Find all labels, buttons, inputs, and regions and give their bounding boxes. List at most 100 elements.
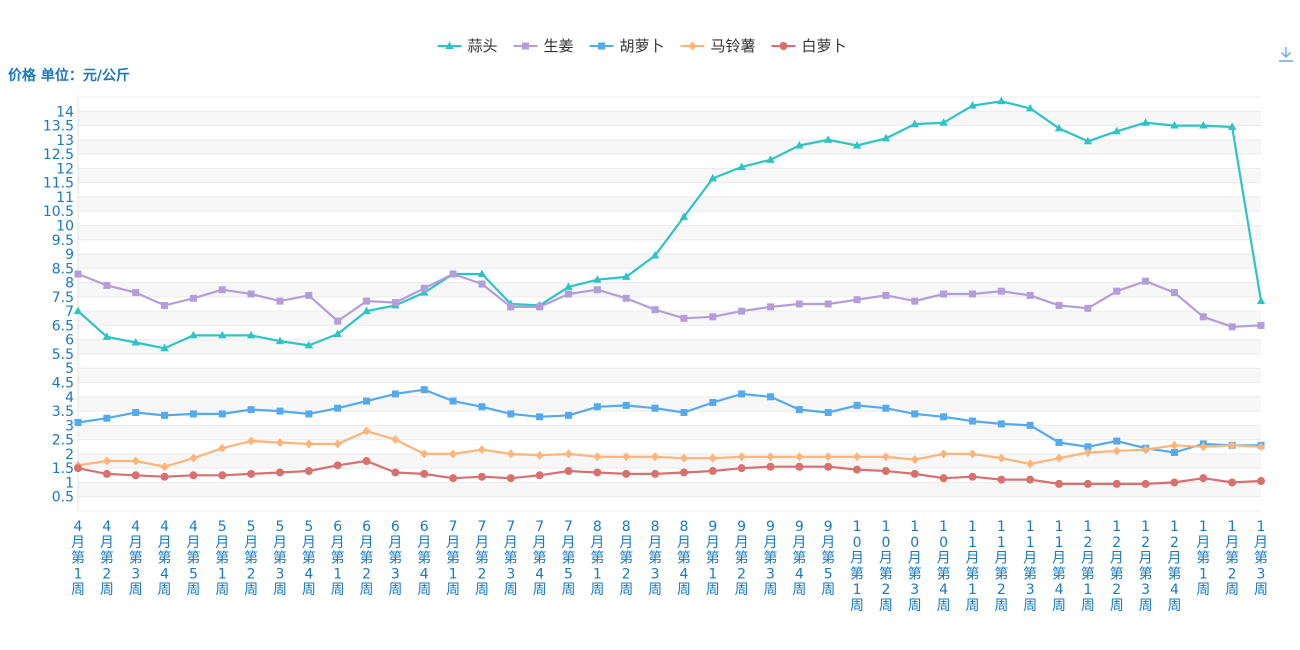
data-point[interactable] — [593, 403, 601, 411]
data-point[interactable] — [1055, 479, 1064, 488]
data-point[interactable] — [1199, 121, 1208, 129]
data-point[interactable] — [882, 291, 890, 299]
data-point[interactable] — [622, 272, 631, 280]
data-point[interactable] — [189, 330, 198, 339]
data-point[interactable] — [449, 270, 457, 278]
data-point[interactable] — [247, 469, 256, 478]
data-point[interactable] — [1199, 474, 1208, 483]
data-point[interactable] — [1170, 478, 1179, 487]
data-point[interactable] — [680, 408, 688, 416]
data-point[interactable] — [1025, 103, 1035, 112]
data-point[interactable] — [795, 406, 803, 414]
data-point[interactable] — [304, 340, 314, 349]
data-point[interactable] — [1055, 301, 1063, 309]
data-point[interactable] — [275, 437, 284, 447]
data-point[interactable] — [1199, 313, 1207, 321]
data-point[interactable] — [939, 449, 948, 459]
data-point[interactable] — [565, 290, 573, 298]
data-point[interactable] — [795, 462, 804, 471]
data-point[interactable] — [968, 472, 977, 481]
data-point[interactable] — [1083, 136, 1093, 145]
data-point[interactable] — [1170, 121, 1179, 129]
data-point[interactable] — [1257, 442, 1265, 452]
data-point[interactable] — [823, 135, 833, 143]
data-point[interactable] — [275, 468, 284, 477]
data-point[interactable] — [651, 452, 660, 462]
data-point[interactable] — [1054, 123, 1064, 132]
data-point[interactable] — [478, 403, 486, 411]
data-point[interactable] — [131, 471, 140, 480]
data-point[interactable] — [218, 286, 226, 294]
data-point[interactable] — [189, 453, 198, 463]
data-point[interactable] — [1083, 447, 1092, 457]
data-point[interactable] — [650, 250, 660, 259]
data-point[interactable] — [766, 452, 775, 462]
data-point[interactable] — [565, 411, 573, 419]
data-point[interactable] — [334, 317, 342, 325]
data-point[interactable] — [1083, 479, 1092, 488]
data-point[interactable] — [131, 456, 140, 466]
data-point[interactable] — [1112, 126, 1121, 135]
data-point[interactable] — [910, 469, 919, 478]
data-point[interactable] — [680, 314, 688, 322]
data-point[interactable] — [1228, 478, 1237, 487]
data-point[interactable] — [968, 101, 977, 109]
data-point[interactable] — [997, 287, 1005, 295]
data-point[interactable] — [1256, 296, 1266, 305]
data-point[interactable] — [1142, 277, 1150, 285]
data-point[interactable] — [74, 464, 82, 473]
data-point[interactable] — [1170, 440, 1179, 450]
data-point[interactable] — [449, 397, 457, 405]
data-point[interactable] — [939, 474, 948, 483]
data-point[interactable] — [824, 300, 832, 308]
data-point[interactable] — [275, 336, 285, 345]
data-point[interactable] — [247, 290, 255, 298]
data-point[interactable] — [910, 455, 919, 465]
data-point[interactable] — [247, 406, 255, 414]
data-point[interactable] — [968, 290, 976, 298]
data-point[interactable] — [939, 118, 948, 126]
data-point[interactable] — [1141, 118, 1150, 126]
data-point[interactable] — [362, 457, 371, 466]
data-point[interactable] — [737, 162, 746, 170]
data-point[interactable] — [593, 468, 602, 477]
data-point[interactable] — [391, 299, 399, 307]
data-point[interactable] — [940, 290, 948, 298]
data-point[interactable] — [1084, 304, 1092, 312]
data-point[interactable] — [102, 469, 111, 478]
data-point[interactable] — [766, 303, 774, 311]
data-point[interactable] — [333, 461, 342, 470]
data-point[interactable] — [160, 462, 169, 472]
data-point[interactable] — [968, 417, 976, 425]
data-point[interactable] — [420, 284, 428, 292]
data-point[interactable] — [477, 269, 487, 278]
data-point[interactable] — [679, 212, 689, 220]
data-point[interactable] — [824, 452, 833, 462]
data-point[interactable] — [535, 471, 544, 480]
data-point[interactable] — [218, 471, 227, 480]
data-point[interactable] — [881, 467, 890, 476]
legend-item[interactable]: 白萝卜 — [771, 37, 847, 55]
data-point[interactable] — [333, 439, 342, 449]
data-point[interactable] — [1227, 122, 1237, 130]
data-point[interactable] — [304, 467, 313, 476]
data-point[interactable] — [103, 414, 111, 422]
data-point[interactable] — [160, 343, 169, 352]
data-point[interactable] — [420, 449, 429, 459]
data-point[interactable] — [795, 141, 804, 149]
data-point[interactable] — [651, 306, 659, 314]
data-point[interactable] — [131, 338, 140, 346]
data-point[interactable] — [1084, 443, 1092, 451]
data-point[interactable] — [881, 133, 891, 142]
data-point[interactable] — [160, 472, 169, 481]
data-point[interactable] — [651, 404, 659, 412]
data-point[interactable] — [1257, 477, 1265, 486]
data-point[interactable] — [478, 280, 486, 288]
data-point[interactable] — [766, 462, 775, 471]
data-point[interactable] — [506, 474, 515, 483]
data-point[interactable] — [161, 411, 169, 419]
data-point[interactable] — [73, 306, 83, 315]
data-point[interactable] — [132, 408, 140, 416]
data-point[interactable] — [1170, 289, 1178, 297]
data-point[interactable] — [593, 275, 602, 283]
